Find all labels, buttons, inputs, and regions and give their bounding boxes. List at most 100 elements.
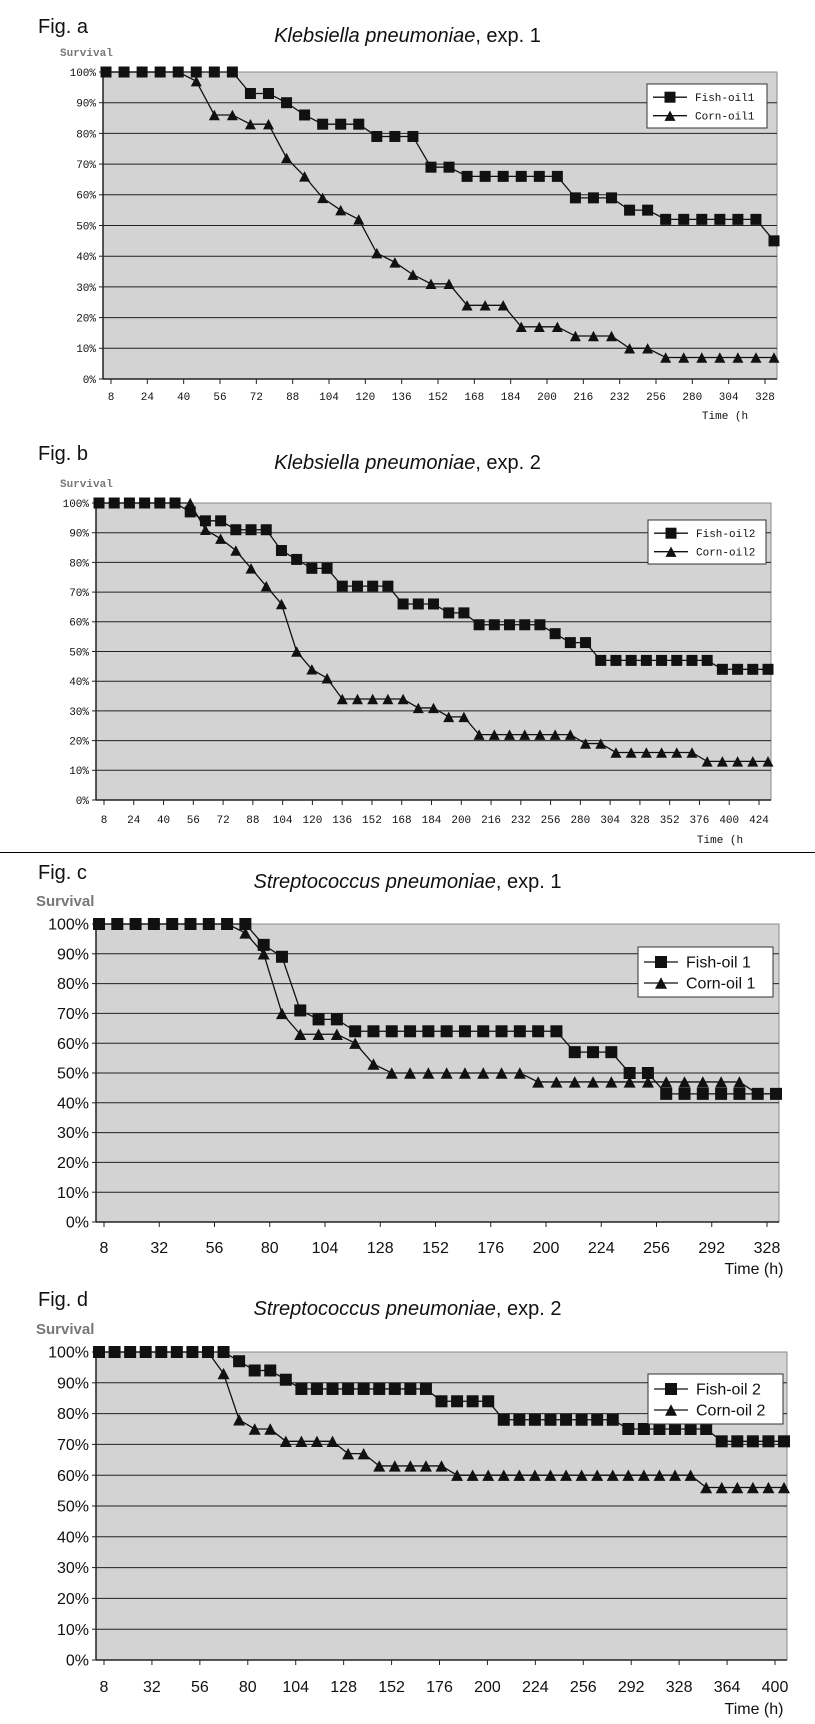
- data-point: [435, 1395, 448, 1408]
- data-point: [549, 729, 561, 740]
- data-point: [678, 1076, 691, 1088]
- chart-title-italic: Streptococcus pneumoniae: [253, 1298, 496, 1320]
- data-point: [93, 1346, 105, 1358]
- data-point: [544, 1469, 557, 1481]
- data-point: [534, 619, 546, 631]
- data-point: [479, 300, 491, 311]
- data-point: [660, 1087, 673, 1100]
- data-point: [321, 673, 333, 684]
- legend-entry: Corn-oil 1: [686, 976, 755, 993]
- data-point: [248, 1423, 261, 1435]
- x-tick-label: 200: [451, 815, 471, 827]
- data-point: [605, 1046, 618, 1059]
- data-point: [569, 192, 581, 204]
- data-point: [264, 1423, 277, 1435]
- data-point: [544, 1413, 557, 1426]
- x-tick-label: 32: [150, 1240, 168, 1257]
- data-point: [139, 1346, 152, 1358]
- data-point: [587, 1046, 600, 1059]
- chart-title: Streptococcus pneumoniae, exp. 1: [0, 871, 815, 894]
- data-point: [701, 756, 713, 767]
- data-point: [326, 1435, 339, 1448]
- data-point: [564, 729, 576, 740]
- x-tick-label: 168: [464, 392, 484, 404]
- panel-c: Fig. c Streptococcus pneumoniae, exp. 1 …: [0, 862, 815, 1278]
- data-point: [747, 756, 759, 767]
- data-point: [108, 497, 120, 509]
- data-point: [419, 1382, 432, 1395]
- data-point: [260, 580, 272, 592]
- data-point: [190, 75, 202, 87]
- data-point: [118, 66, 130, 78]
- x-tick-label: 40: [157, 815, 170, 827]
- data-point: [750, 352, 762, 363]
- data-point: [746, 1435, 759, 1448]
- data-point: [762, 1435, 775, 1448]
- data-point: [533, 321, 545, 333]
- data-point: [419, 1460, 432, 1472]
- panel-a: Fig. a Klebsiella pneumoniae, exp. 1 Sur…: [0, 0, 815, 440]
- data-point: [625, 654, 637, 666]
- data-point: [696, 1087, 709, 1100]
- data-point: [170, 1346, 183, 1358]
- data-point: [715, 1481, 728, 1494]
- data-point: [443, 278, 455, 290]
- x-tick-label: 256: [541, 815, 561, 827]
- data-point: [504, 619, 516, 631]
- data-point: [606, 330, 618, 342]
- data-point: [412, 702, 424, 714]
- data-point: [678, 1087, 691, 1100]
- x-tick-label: 224: [522, 1679, 549, 1696]
- data-point: [190, 66, 202, 78]
- data-point: [778, 1435, 790, 1448]
- data-point: [357, 1382, 370, 1395]
- data-point: [569, 330, 581, 342]
- legend-marker: [664, 91, 676, 103]
- y-tick-label: 60%: [57, 1036, 89, 1053]
- data-point: [367, 580, 379, 592]
- data-point: [660, 352, 672, 363]
- data-point: [353, 118, 365, 130]
- x-tick-label: 104: [282, 1679, 309, 1696]
- x-tick-label: 40: [177, 392, 190, 404]
- data-point: [215, 515, 227, 527]
- data-point: [262, 87, 274, 99]
- data-point: [515, 321, 527, 333]
- legend-marker: [665, 1404, 677, 1416]
- x-tick-label: 8: [101, 815, 108, 827]
- data-point: [172, 66, 184, 78]
- x-tick-label: 56: [206, 1240, 224, 1257]
- data-point: [428, 598, 439, 610]
- x-tick-label: 292: [618, 1679, 645, 1696]
- data-point: [605, 1076, 618, 1088]
- data-point: [482, 1395, 495, 1408]
- data-point: [239, 918, 252, 930]
- data-point: [684, 1469, 697, 1481]
- data-point: [473, 729, 485, 740]
- data-point: [716, 756, 728, 767]
- data-point: [279, 1435, 292, 1448]
- data-point: [532, 1025, 545, 1038]
- data-point: [513, 1025, 526, 1038]
- data-point: [412, 598, 424, 610]
- y-tick-label: 30%: [76, 283, 96, 295]
- data-point: [732, 663, 744, 675]
- x-tick-label: 328: [755, 392, 775, 404]
- data-point: [637, 1423, 650, 1435]
- data-point: [451, 1395, 464, 1408]
- data-point: [684, 1423, 697, 1435]
- y-tick-label: 30%: [69, 707, 89, 719]
- y-tick-label: 0%: [83, 375, 97, 387]
- data-point: [504, 729, 516, 740]
- data-point: [641, 1067, 654, 1079]
- figure-label: Fig. b: [38, 443, 89, 465]
- x-tick-label: 176: [477, 1240, 504, 1257]
- data-point: [221, 918, 234, 930]
- y-tick-label: 30%: [57, 1560, 89, 1577]
- data-point: [610, 747, 622, 758]
- x-tick-label: 72: [250, 392, 263, 404]
- x-tick-label: 152: [428, 392, 448, 404]
- x-tick-label: 120: [355, 392, 375, 404]
- x-tick-label: 24: [127, 815, 141, 827]
